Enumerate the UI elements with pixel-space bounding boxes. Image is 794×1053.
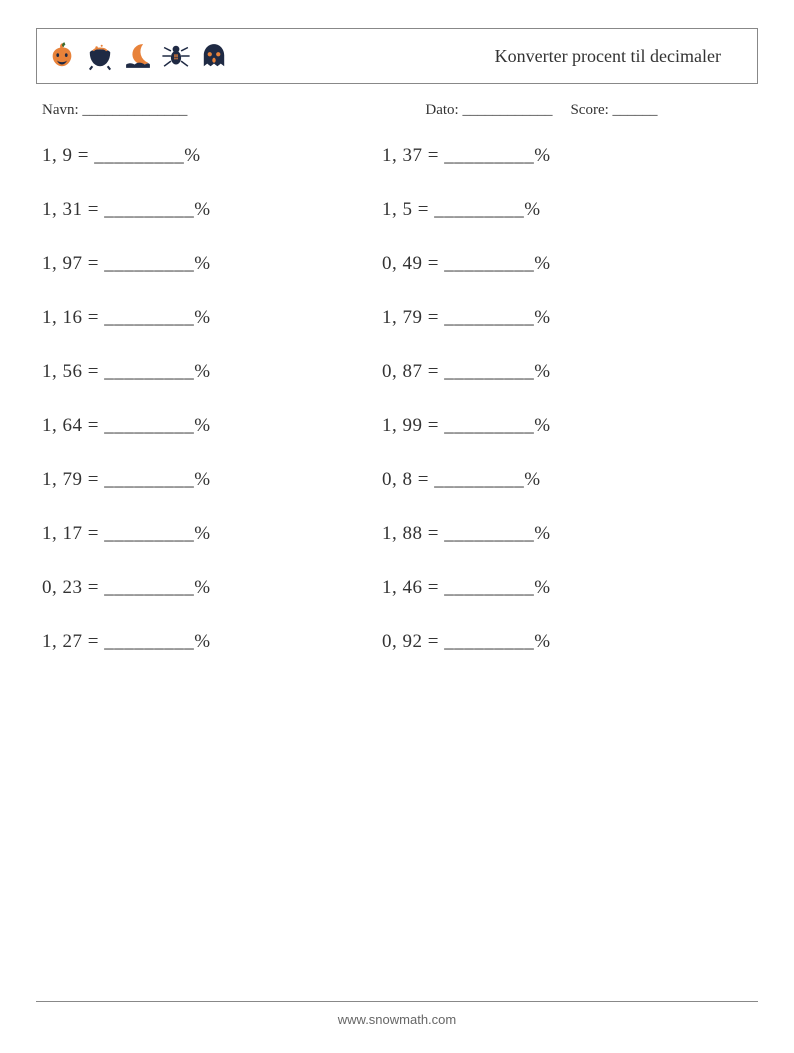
problem-item: 1, 37 = _________% bbox=[382, 145, 722, 167]
name-label: Navn: ______________ bbox=[42, 102, 187, 118]
problem-item: 1, 31 = _________% bbox=[42, 199, 382, 221]
problem-item: 0, 49 = _________% bbox=[382, 253, 722, 275]
problem-item: 1, 88 = _________% bbox=[382, 523, 722, 545]
problem-item: 0, 87 = _________% bbox=[382, 361, 722, 383]
problem-item: 1, 17 = _________% bbox=[42, 523, 382, 545]
problem-item: 1, 27 = _________% bbox=[42, 631, 382, 653]
problem-item: 1, 9 = _________% bbox=[42, 145, 382, 167]
problems-col-right: 1, 37 = _________% 1, 5 = _________% 0, 49… bbox=[382, 145, 722, 685]
problems-col-left: 1, 9 = _________% 1, 31 = _________% 1, 97… bbox=[42, 145, 382, 685]
problems-area: 1, 9 = _________% 1, 31 = _________% 1, 97… bbox=[42, 145, 758, 685]
header-box: Konverter procent til decimaler bbox=[36, 28, 758, 84]
cauldron-icon bbox=[83, 39, 117, 73]
date-label: Dato: ____________ bbox=[425, 102, 552, 119]
footer-url: www.snowmath.com bbox=[338, 1012, 456, 1027]
ghost-icon bbox=[197, 39, 231, 73]
problem-item: 1, 97 = _________% bbox=[42, 253, 382, 275]
problem-item: 0, 92 = _________% bbox=[382, 631, 722, 653]
problem-item: 0, 8 = _________% bbox=[382, 469, 722, 491]
problem-item: 1, 46 = _________% bbox=[382, 577, 722, 599]
problem-item: 1, 5 = _________% bbox=[382, 199, 722, 221]
footer: www.snowmath.com bbox=[0, 1001, 794, 1027]
moon-icon bbox=[121, 39, 155, 73]
problem-item: 1, 56 = _________% bbox=[42, 361, 382, 383]
meta-row: Navn: ______________ Dato: ____________ … bbox=[42, 102, 752, 119]
problem-item: 0, 23 = _________% bbox=[42, 577, 382, 599]
header-icons bbox=[45, 39, 231, 73]
spider-icon bbox=[159, 39, 193, 73]
problem-item: 1, 79 = _________% bbox=[42, 469, 382, 491]
problem-item: 1, 64 = _________% bbox=[42, 415, 382, 437]
pumpkin-icon bbox=[45, 39, 79, 73]
score-label: Score: ______ bbox=[570, 102, 657, 119]
problem-item: 1, 79 = _________% bbox=[382, 307, 722, 329]
problem-item: 1, 99 = _________% bbox=[382, 415, 722, 437]
problem-item: 1, 16 = _________% bbox=[42, 307, 382, 329]
worksheet-title: Konverter procent til decimaler bbox=[495, 46, 739, 67]
